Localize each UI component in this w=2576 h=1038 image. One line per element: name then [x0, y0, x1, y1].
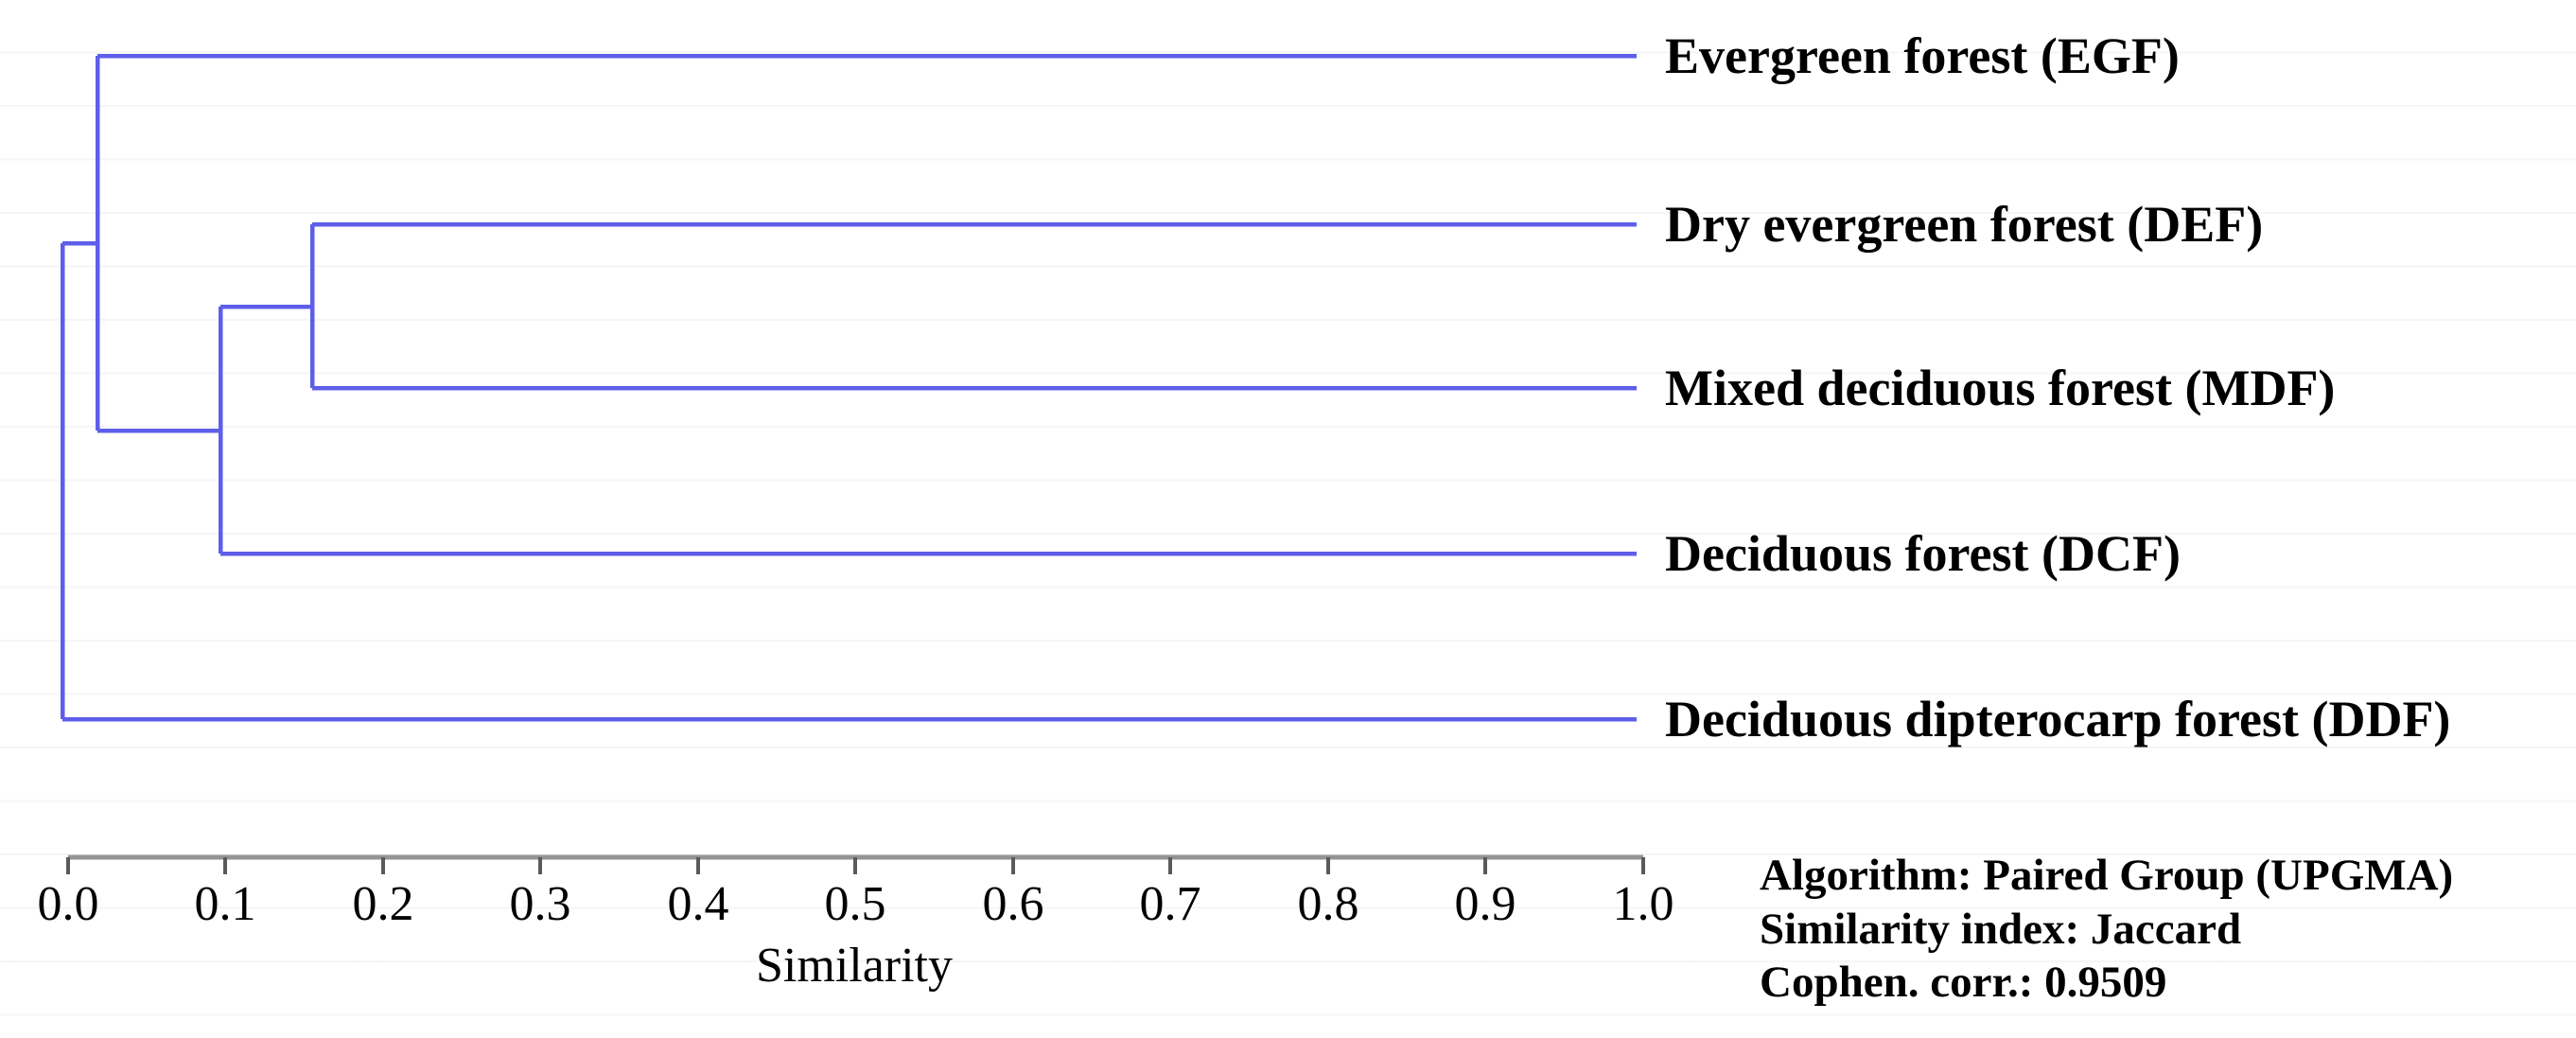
leaf-label-mdf: Mixed deciduous forest (MDF)	[1665, 360, 2336, 416]
tick-label-0.4: 0.4	[667, 877, 729, 931]
tick-label-0.9: 0.9	[1454, 877, 1516, 931]
axis-title-similarity: Similarity	[756, 939, 953, 993]
annotation-algorithm: Algorithm: Paired Group (UPGMA)	[1760, 851, 2454, 900]
leaf-label-def: Dry evergreen forest (DEF)	[1665, 196, 2264, 253]
annotation-similarity-index: Similarity index: Jaccard	[1760, 904, 2242, 954]
tick-label-0.7: 0.7	[1139, 877, 1201, 931]
tick-label-0.6: 0.6	[982, 877, 1044, 931]
annotation-block: Algorithm: Paired Group (UPGMA) Similari…	[1760, 849, 2453, 1010]
axis-tick-marks	[66, 857, 1645, 874]
dendrogram-tree	[60, 53, 1637, 722]
tick-label-0.8: 0.8	[1297, 877, 1359, 931]
tick-label-0.2: 0.2	[352, 877, 414, 931]
tick-label-0.5: 0.5	[824, 877, 886, 931]
tick-label-0.3: 0.3	[509, 877, 571, 931]
tick-label-0.0: 0.0	[37, 877, 99, 931]
leaf-label-ddf: Deciduous dipterocarp forest (DDF)	[1665, 691, 2451, 748]
leaf-label-dcf: Deciduous forest (DCF)	[1665, 525, 2181, 582]
leaf-label-egf: Evergreen forest (EGF)	[1665, 27, 2180, 84]
tick-label-0.1: 0.1	[194, 877, 256, 931]
annotation-cophenetic-corr: Cophen. corr.: 0.9509	[1760, 958, 2167, 1007]
similarity-axis	[66, 854, 1645, 874]
tick-label-1.0: 1.0	[1612, 877, 1674, 931]
